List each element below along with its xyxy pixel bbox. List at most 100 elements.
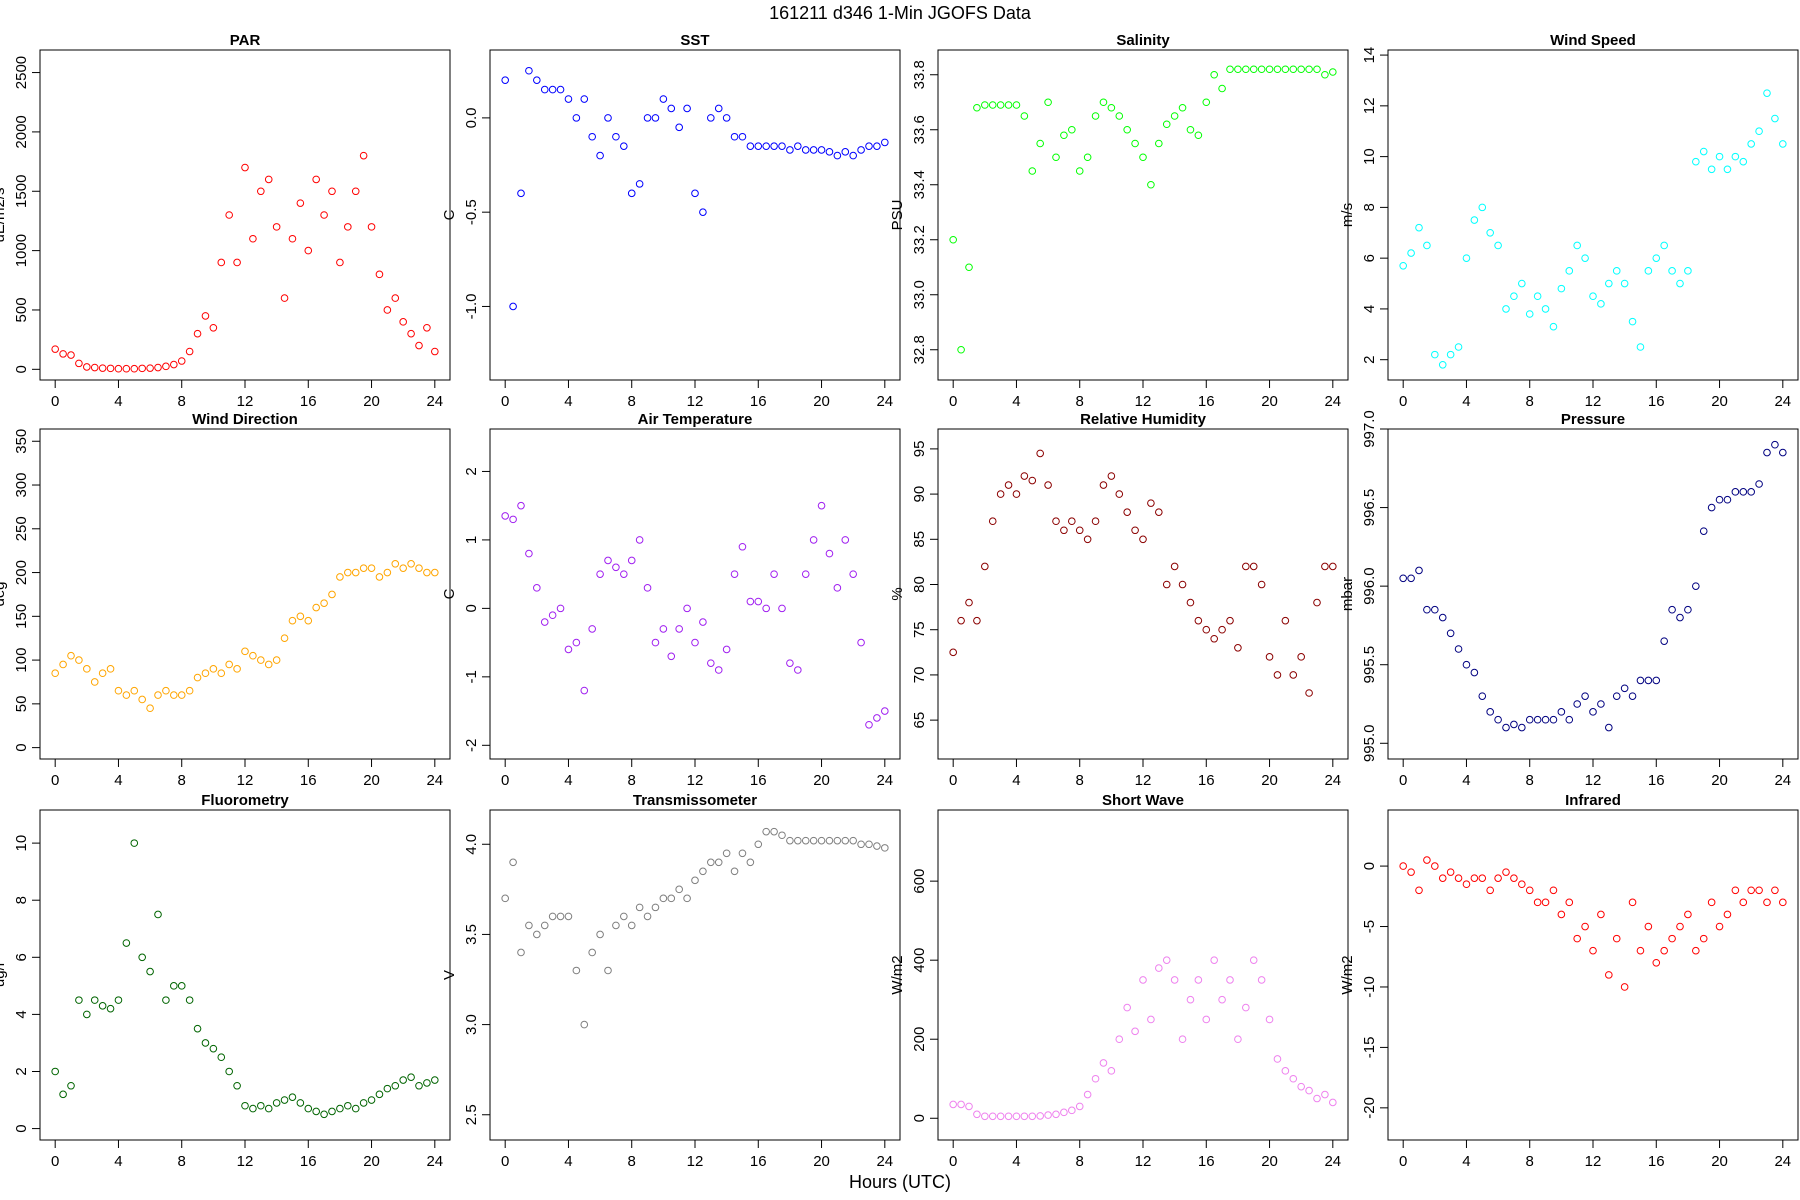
data-point — [138, 364, 146, 373]
data-point — [1155, 139, 1163, 148]
plot-frame — [39, 809, 451, 1141]
data-point — [1170, 562, 1179, 571]
data-point — [683, 894, 691, 903]
data-point — [1723, 910, 1732, 919]
data-point — [1044, 1111, 1052, 1119]
y-tick-label: 65 — [911, 712, 928, 729]
data-point — [1573, 934, 1581, 943]
data-point — [75, 359, 83, 368]
data-point — [1573, 241, 1581, 250]
data-point — [1281, 616, 1290, 625]
data-point — [1131, 1027, 1139, 1036]
data-point — [1612, 934, 1621, 943]
data-point — [564, 912, 573, 921]
y-tick-label: 75 — [911, 621, 928, 638]
x-tick-label: 4 — [114, 1153, 122, 1170]
panel-title: Short Wave — [1102, 792, 1184, 809]
data-point — [949, 1100, 957, 1109]
data-point — [1462, 254, 1471, 262]
y-tick-label: -15 — [1361, 1037, 1378, 1059]
data-point — [1431, 605, 1439, 614]
x-tick-label: 4 — [1462, 393, 1470, 410]
data-point — [177, 357, 186, 365]
data-point — [1549, 715, 1558, 724]
data-point — [825, 549, 834, 558]
data-point — [794, 836, 802, 845]
data-point — [1573, 700, 1581, 708]
x-tick-label: 20 — [1711, 1153, 1728, 1170]
x-tick-label: 12 — [237, 393, 254, 410]
data-point — [1257, 65, 1266, 74]
data-point — [572, 966, 581, 975]
data-point — [833, 836, 842, 845]
data-point — [659, 95, 668, 103]
x-tick-label: 16 — [750, 772, 767, 789]
panel-title: Infrared — [1565, 792, 1621, 809]
data-point — [1470, 216, 1479, 224]
data-point — [280, 634, 289, 643]
x-tick-label: 8 — [1526, 393, 1534, 410]
panel-title: SST — [680, 32, 709, 49]
y-tick-label: 2 — [13, 1067, 30, 1075]
data-point — [754, 840, 763, 849]
data-point — [722, 849, 731, 858]
data-point — [233, 258, 241, 267]
data-point — [351, 568, 360, 577]
x-tick-label: 12 — [1135, 393, 1152, 410]
data-point — [1644, 676, 1653, 685]
x-tick-label: 16 — [300, 393, 317, 410]
x-tick-label: 8 — [1076, 772, 1084, 789]
data-point — [1139, 535, 1147, 544]
x-tick-label: 4 — [1012, 772, 1020, 789]
x-tick-label: 24 — [1324, 772, 1341, 789]
data-point — [1091, 1074, 1100, 1083]
y-tick-label: 997.0 — [1361, 410, 1378, 448]
data-point — [786, 659, 794, 667]
plot-frame — [489, 809, 901, 1141]
data-point — [501, 894, 509, 903]
x-tick-label: 8 — [178, 772, 186, 789]
data-point — [770, 570, 778, 578]
data-point — [122, 691, 131, 699]
data-point — [1155, 964, 1163, 972]
y-tick-label: 10 — [1361, 148, 1378, 165]
data-point — [1289, 1074, 1298, 1083]
data-point — [699, 208, 707, 216]
data-point — [1139, 153, 1147, 162]
data-point — [1281, 65, 1290, 74]
data-point — [217, 669, 226, 678]
data-point — [1242, 1003, 1250, 1012]
data-point — [1123, 125, 1131, 134]
data-point — [154, 363, 162, 372]
x-tick-label: 12 — [1585, 1153, 1602, 1170]
data-point — [1668, 605, 1676, 614]
data-point — [98, 364, 107, 372]
x-tick-label: 4 — [564, 1153, 572, 1170]
data-point — [817, 501, 826, 510]
data-point — [1226, 65, 1234, 74]
y-tick-label: 12 — [1361, 98, 1378, 115]
data-point — [857, 840, 865, 849]
data-point — [1210, 956, 1218, 964]
x-tick-label: 20 — [1261, 1153, 1278, 1170]
x-tick-label: 16 — [750, 393, 767, 410]
data-point — [1581, 922, 1589, 931]
data-point — [1020, 472, 1029, 480]
x-tick-label: 8 — [178, 393, 186, 410]
y-axis-label: ug/l — [0, 963, 8, 987]
data-point — [1249, 562, 1258, 571]
data-point — [59, 350, 67, 358]
x-tick-label: 16 — [1648, 772, 1665, 789]
data-point — [1525, 715, 1534, 724]
data-point — [1281, 1067, 1290, 1075]
data-point — [1415, 566, 1423, 575]
data-point — [1502, 723, 1510, 732]
x-tick-label: 0 — [949, 393, 957, 410]
data-point — [580, 95, 589, 103]
y-tick-label: 1 — [463, 536, 480, 544]
y-tick-label: 0 — [13, 1124, 30, 1132]
data-point — [1731, 886, 1740, 895]
data-point — [1589, 946, 1597, 955]
data-point — [1020, 112, 1029, 120]
